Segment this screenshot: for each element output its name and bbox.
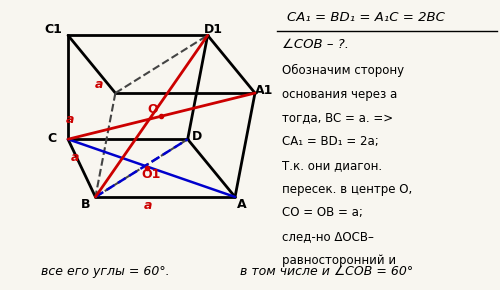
Text: a: a bbox=[95, 78, 104, 91]
Text: A: A bbox=[237, 198, 247, 211]
Text: равносторонний и: равносторонний и bbox=[282, 253, 397, 267]
Text: пересек. в центре O,: пересек. в центре O, bbox=[282, 182, 412, 195]
Text: Обозначим сторону: Обозначим сторону bbox=[282, 64, 405, 77]
Text: a: a bbox=[70, 151, 78, 164]
Text: C1: C1 bbox=[44, 23, 62, 36]
Text: A1: A1 bbox=[255, 84, 273, 97]
Text: C: C bbox=[48, 132, 56, 145]
Text: в том числе и ∠COB = 60°: в том числе и ∠COB = 60° bbox=[240, 265, 413, 278]
Text: a: a bbox=[66, 113, 74, 126]
Text: O1: O1 bbox=[142, 168, 161, 181]
Text: все его углы = 60°.: все его углы = 60°. bbox=[40, 265, 169, 278]
Text: Т.к. они диагон.: Т.к. они диагон. bbox=[282, 159, 382, 172]
Text: след-но ΔOCB–: след-но ΔOCB– bbox=[282, 230, 374, 243]
Text: D: D bbox=[192, 130, 202, 143]
Text: ∠COB – ?.: ∠COB – ?. bbox=[282, 38, 350, 51]
Text: O: O bbox=[147, 103, 158, 116]
Text: основания через a: основания через a bbox=[282, 88, 398, 101]
Text: CO = OB = a;: CO = OB = a; bbox=[282, 206, 364, 219]
Text: тогда, BC = a. =>: тогда, BC = a. => bbox=[282, 112, 394, 124]
Text: D1: D1 bbox=[204, 23, 223, 36]
Text: CA₁ = BD₁ = A₁C = 2BC: CA₁ = BD₁ = A₁C = 2BC bbox=[288, 11, 446, 24]
Text: a: a bbox=[144, 199, 152, 212]
Text: B: B bbox=[80, 198, 90, 211]
Text: CA₁ = BD₁ = 2a;: CA₁ = BD₁ = 2a; bbox=[282, 135, 379, 148]
